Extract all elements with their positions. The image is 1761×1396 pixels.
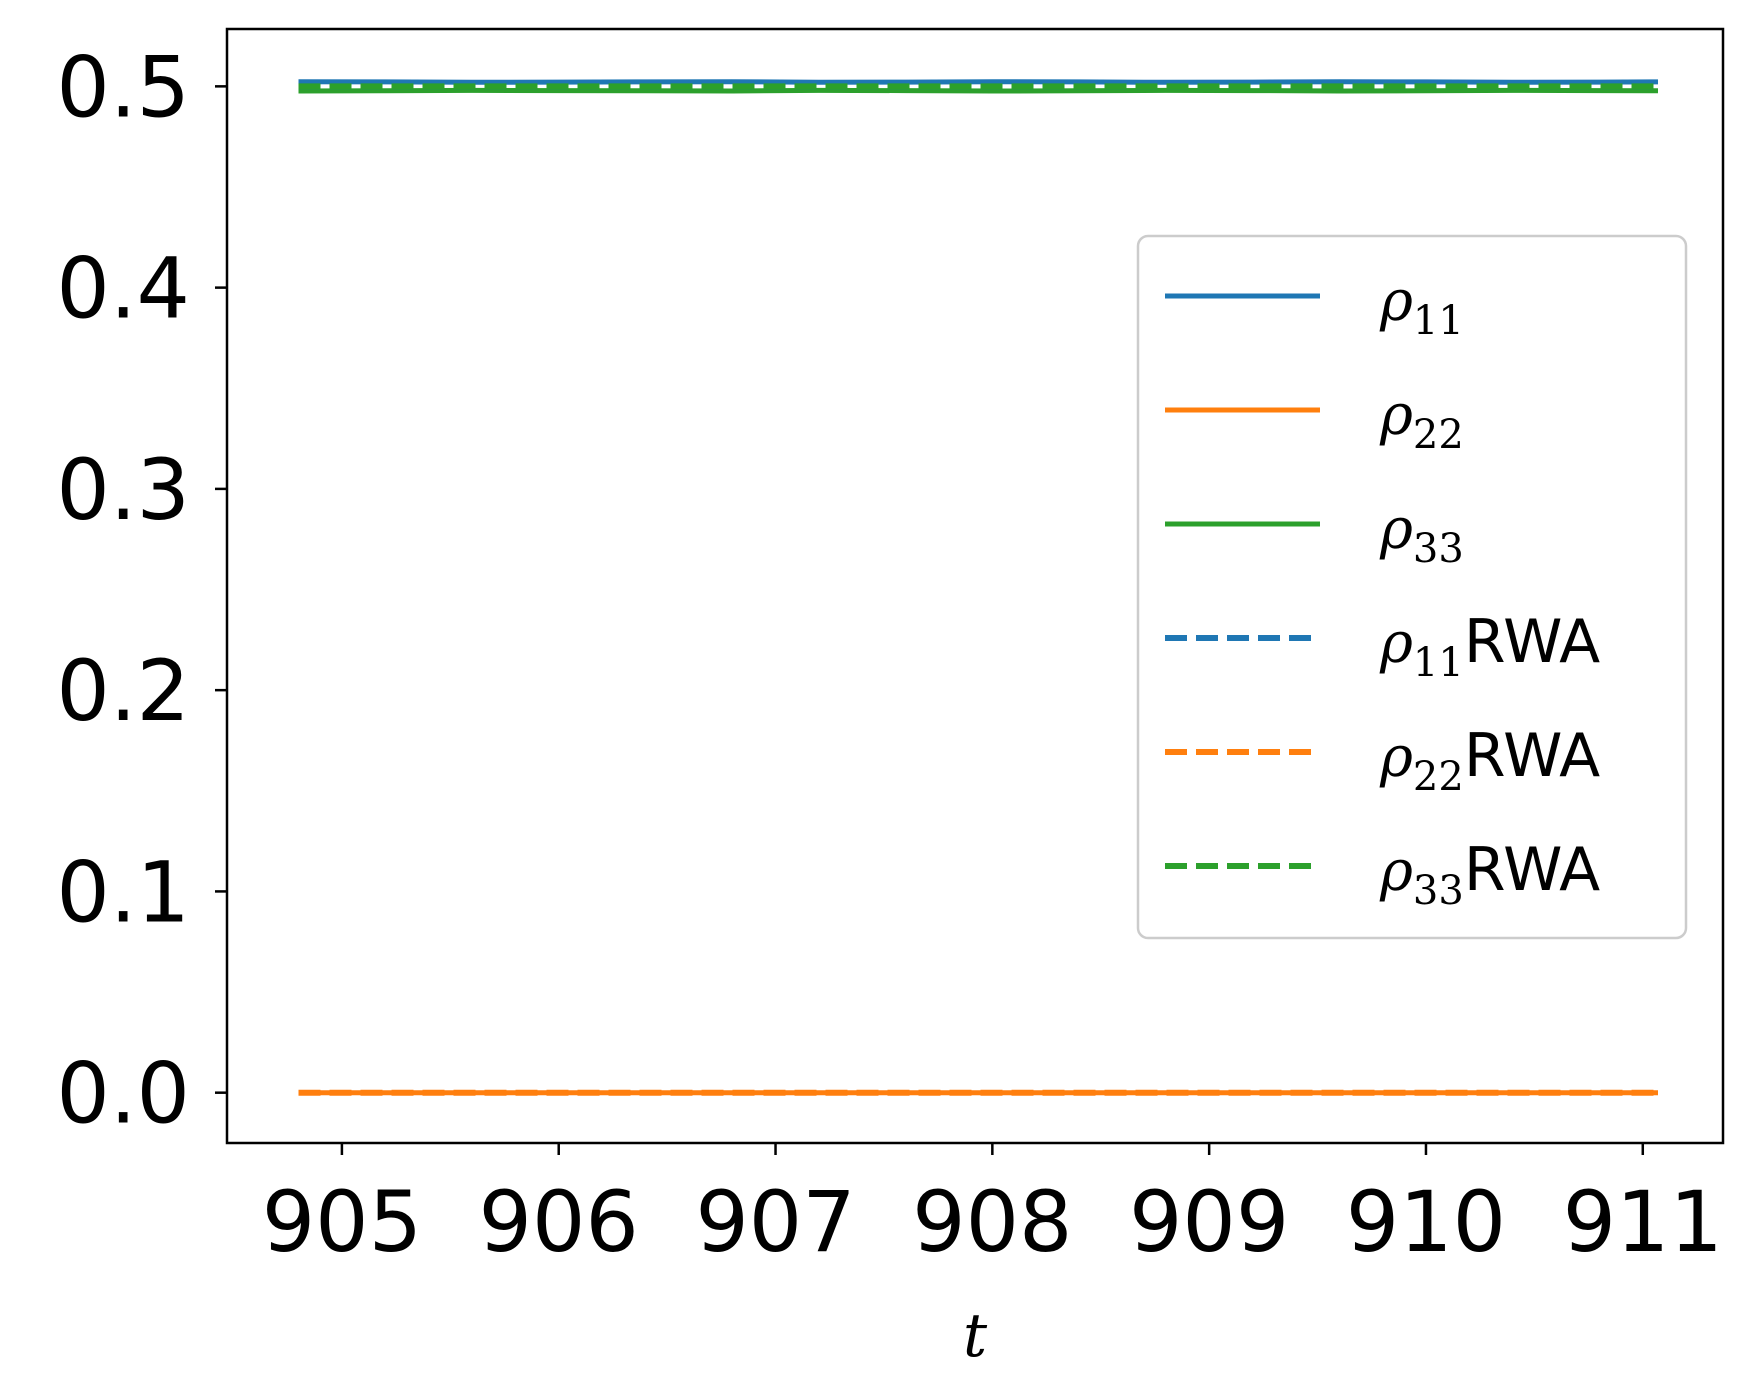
legend-item: ρ22RWA	[1165, 721, 1600, 800]
y-tick-label: 0.3	[56, 441, 190, 539]
y-tick-label: 0.1	[56, 843, 190, 941]
y-tick-label: 0.0	[56, 1045, 190, 1143]
legend-item: ρ11	[1165, 269, 1464, 344]
legend-items: ρ11 ρ22 ρ33 ρ11RWA ρ22RWA ρ33RWA	[1165, 269, 1600, 914]
legend-item: ρ11RWA	[1165, 607, 1600, 686]
y-tick-label: 0.4	[56, 240, 190, 338]
x-axis-label: t	[963, 1301, 988, 1371]
legend: ρ11 ρ22 ρ33 ρ11RWA ρ22RWA ρ33RWA	[1136, 234, 1688, 940]
y-tick-label: 0.5	[56, 38, 190, 136]
series-line-3	[298, 87, 1659, 94]
legend-label: ρ11	[1379, 269, 1464, 344]
series-line-1	[298, 79, 1659, 85]
x-tick-label: 908	[912, 1173, 1072, 1271]
legend-label: ρ22RWA	[1379, 721, 1600, 800]
legend-item: ρ33	[1165, 497, 1464, 572]
x-tick-label: 906	[479, 1173, 639, 1271]
plot-frame	[225, 27, 1725, 1145]
legend-label: ρ22	[1379, 383, 1464, 458]
y-tick-label: 0.2	[56, 642, 190, 740]
x-tick-label: 909	[1129, 1173, 1289, 1271]
x-tick-label: 905	[262, 1173, 422, 1271]
legend-label: ρ11RWA	[1379, 607, 1600, 686]
legend-item: ρ22	[1165, 383, 1464, 458]
x-tick-label: 910	[1346, 1173, 1506, 1271]
y-axis: 0.0 0.1 0.2 0.3 0.4 0.5	[56, 38, 227, 1143]
legend-label: ρ33RWA	[1379, 835, 1600, 914]
legend-item: ρ33RWA	[1165, 835, 1600, 914]
legend-label: ρ33	[1379, 497, 1464, 572]
series-layer	[298, 79, 1659, 1096]
x-tick-label: 911	[1563, 1173, 1723, 1271]
x-axis: 905 906 907 908 909 910 911	[262, 1143, 1723, 1271]
x-tick-label: 907	[695, 1173, 855, 1271]
